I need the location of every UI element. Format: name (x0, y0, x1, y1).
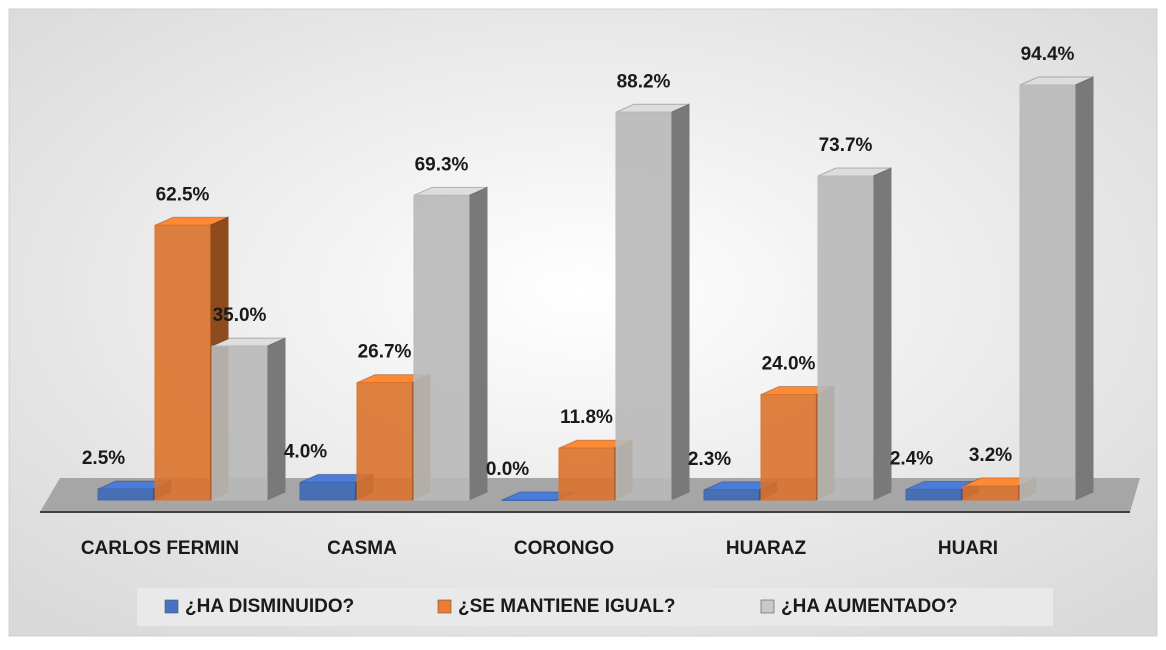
bar-front (905, 488, 962, 501)
data-label: 3.2% (969, 445, 1012, 466)
legend-swatch (760, 599, 775, 614)
bar-side (1074, 76, 1094, 501)
bar-side (468, 186, 488, 501)
bar-front (356, 382, 413, 501)
bar-front (817, 175, 874, 501)
data-label: 4.0% (284, 441, 327, 462)
x-tick-label: CARLOS FERMIN (81, 538, 239, 559)
legend-label: ¿HA DISMINUIDO? (185, 596, 354, 617)
legend-label: ¿HA AUMENTADO? (781, 596, 958, 617)
x-tick-label: CASMA (327, 538, 397, 559)
bar-front (962, 485, 1019, 501)
bar-side (872, 167, 892, 501)
bar-front (1019, 84, 1076, 501)
x-tick-label: HUARI (938, 538, 998, 559)
bar (1019, 76, 1094, 501)
bar-front (154, 224, 211, 501)
data-label: 2.3% (688, 449, 731, 470)
legend-swatch (164, 599, 179, 614)
data-label: 26.7% (358, 342, 412, 363)
data-label: 0.0% (486, 459, 529, 480)
data-label: 73.7% (819, 135, 873, 156)
x-tick-label: CORONGO (514, 538, 614, 559)
bar-front (97, 488, 154, 501)
bar-front (703, 489, 760, 501)
bar (211, 337, 286, 501)
data-label: 2.5% (82, 448, 125, 469)
data-label: 94.4% (1021, 44, 1075, 65)
legend-label: ¿SE MANTIENE IGUAL? (458, 596, 675, 617)
x-tick-label: HUARAZ (726, 538, 807, 559)
bar-front (501, 499, 558, 501)
bar-front (211, 345, 268, 501)
data-label: 2.4% (890, 448, 933, 469)
bar-front (558, 447, 615, 501)
bar-front (615, 111, 672, 501)
bar-side (266, 337, 286, 501)
bar-side (670, 103, 690, 501)
data-label: 62.5% (156, 184, 210, 205)
data-label: 11.8% (560, 407, 613, 428)
legend-box (137, 588, 1053, 626)
data-label: 35.0% (213, 305, 267, 326)
bar-front (299, 481, 356, 501)
bar-front (413, 194, 470, 501)
data-label: 24.0% (762, 354, 816, 375)
bar (413, 186, 488, 501)
legend-swatch (437, 599, 452, 614)
data-label: 88.2% (617, 71, 671, 92)
bar (817, 167, 892, 501)
bar-front (760, 393, 817, 501)
bar (615, 103, 690, 501)
data-label: 69.3% (415, 154, 469, 175)
